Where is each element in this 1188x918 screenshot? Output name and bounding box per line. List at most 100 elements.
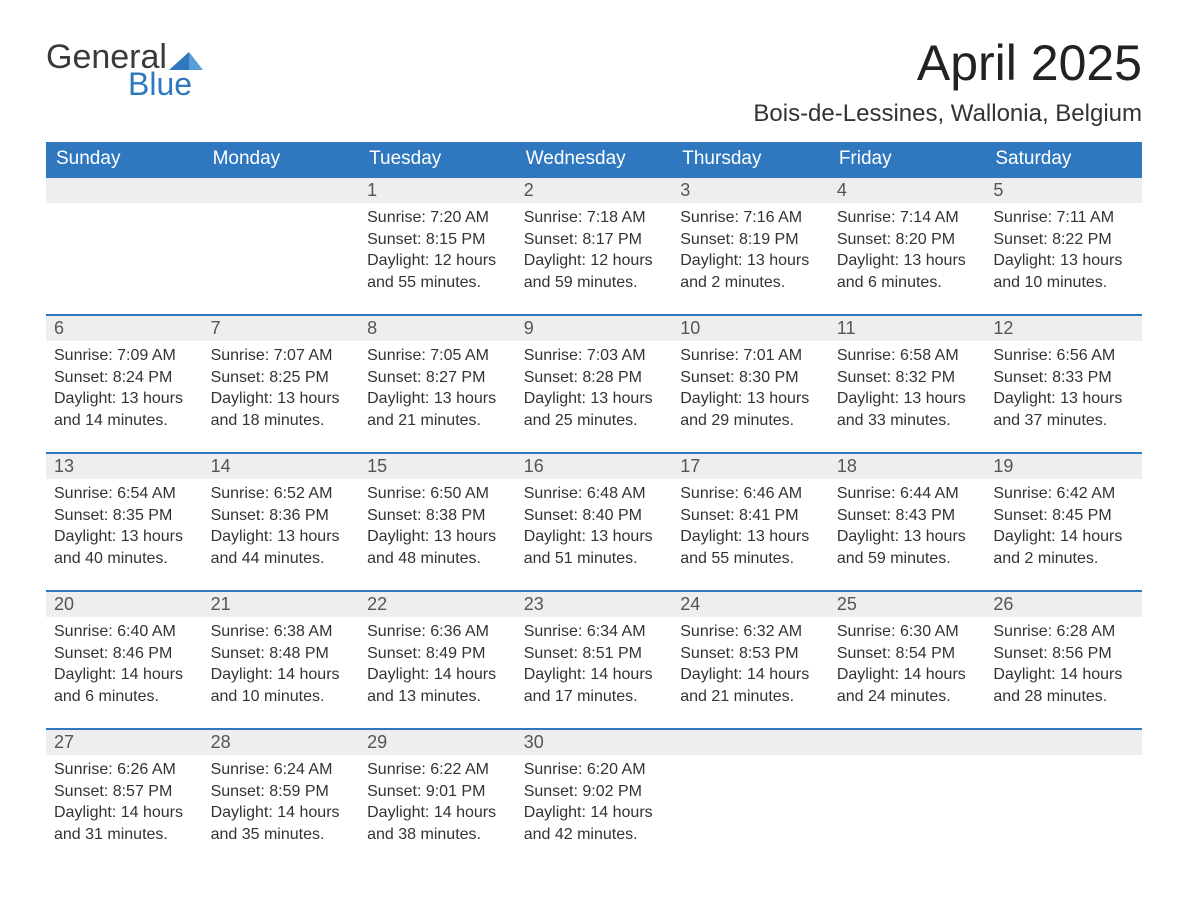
day-content-cell: Sunrise: 6:40 AMSunset: 8:46 PMDaylight:… — [46, 617, 203, 729]
day-number-cell: 7 — [203, 315, 360, 341]
sunrise-text: Sunrise: 6:32 AM — [680, 621, 821, 643]
daylight-text: Daylight: 13 hours and 29 minutes. — [680, 388, 821, 431]
day-content-row: Sunrise: 7:09 AMSunset: 8:24 PMDaylight:… — [46, 341, 1142, 453]
daylight-text: Daylight: 13 hours and 2 minutes. — [680, 250, 821, 293]
day-content-cell: Sunrise: 6:26 AMSunset: 8:57 PMDaylight:… — [46, 755, 203, 867]
day-number-cell: 13 — [46, 453, 203, 479]
day-content-cell: Sunrise: 7:18 AMSunset: 8:17 PMDaylight:… — [516, 203, 673, 315]
sunrise-text: Sunrise: 6:40 AM — [54, 621, 195, 643]
location-label: Bois-de-Lessines, Wallonia, Belgium — [753, 100, 1142, 128]
page-header: General Blue April 2025 Bois-de-Lessines… — [46, 34, 1142, 128]
daylight-text: Daylight: 14 hours and 24 minutes. — [837, 664, 978, 707]
sunset-text: Sunset: 8:46 PM — [54, 643, 195, 665]
day-number: 21 — [211, 594, 231, 614]
day-number: 8 — [367, 318, 377, 338]
sunrise-text: Sunrise: 6:46 AM — [680, 483, 821, 505]
sunset-text: Sunset: 8:28 PM — [524, 367, 665, 389]
day-number: 6 — [54, 318, 64, 338]
day-number-cell: 5 — [985, 177, 1142, 203]
day-number: 15 — [367, 456, 387, 476]
sunrise-text: Sunrise: 7:01 AM — [680, 345, 821, 367]
daylight-text: Daylight: 13 hours and 40 minutes. — [54, 526, 195, 569]
daylight-text: Daylight: 14 hours and 38 minutes. — [367, 802, 508, 845]
day-number-cell: 6 — [46, 315, 203, 341]
daylight-text: Daylight: 13 hours and 18 minutes. — [211, 388, 352, 431]
day-content-cell: Sunrise: 6:34 AMSunset: 8:51 PMDaylight:… — [516, 617, 673, 729]
title-block: April 2025 Bois-de-Lessines, Wallonia, B… — [753, 34, 1142, 128]
day-content-row: Sunrise: 7:20 AMSunset: 8:15 PMDaylight:… — [46, 203, 1142, 315]
day-number-cell: 16 — [516, 453, 673, 479]
day-number: 19 — [993, 456, 1013, 476]
day-content-cell: Sunrise: 6:54 AMSunset: 8:35 PMDaylight:… — [46, 479, 203, 591]
day-content-row: Sunrise: 6:54 AMSunset: 8:35 PMDaylight:… — [46, 479, 1142, 591]
sunset-text: Sunset: 8:57 PM — [54, 781, 195, 803]
sunset-text: Sunset: 8:36 PM — [211, 505, 352, 527]
day-number: 10 — [680, 318, 700, 338]
day-content-cell: Sunrise: 6:44 AMSunset: 8:43 PMDaylight:… — [829, 479, 986, 591]
day-number: 20 — [54, 594, 74, 614]
day-content-cell — [203, 203, 360, 315]
day-number: 7 — [211, 318, 221, 338]
daylight-text: Daylight: 13 hours and 59 minutes. — [837, 526, 978, 569]
day-number: 26 — [993, 594, 1013, 614]
sunrise-text: Sunrise: 6:58 AM — [837, 345, 978, 367]
day-content-cell: Sunrise: 6:48 AMSunset: 8:40 PMDaylight:… — [516, 479, 673, 591]
daylight-text: Daylight: 14 hours and 31 minutes. — [54, 802, 195, 845]
sunrise-text: Sunrise: 7:11 AM — [993, 207, 1134, 229]
day-number: 14 — [211, 456, 231, 476]
daylight-text: Daylight: 13 hours and 10 minutes. — [993, 250, 1134, 293]
day-number: 13 — [54, 456, 74, 476]
sunrise-text: Sunrise: 6:54 AM — [54, 483, 195, 505]
day-number-cell: 9 — [516, 315, 673, 341]
day-number-row: 13 14 15 16 17 18 19 — [46, 453, 1142, 479]
day-number: 23 — [524, 594, 544, 614]
daylight-text: Daylight: 14 hours and 42 minutes. — [524, 802, 665, 845]
sunset-text: Sunset: 8:56 PM — [993, 643, 1134, 665]
sunrise-text: Sunrise: 7:03 AM — [524, 345, 665, 367]
month-title: April 2025 — [753, 34, 1142, 92]
sunrise-text: Sunrise: 6:28 AM — [993, 621, 1134, 643]
sunset-text: Sunset: 9:02 PM — [524, 781, 665, 803]
day-number-cell: 20 — [46, 591, 203, 617]
day-number: 30 — [524, 732, 544, 752]
day-number: 18 — [837, 456, 857, 476]
day-number-cell: 30 — [516, 729, 673, 755]
daylight-text: Daylight: 13 hours and 21 minutes. — [367, 388, 508, 431]
day-number-cell: 8 — [359, 315, 516, 341]
day-number-cell: 3 — [672, 177, 829, 203]
day-content-cell: Sunrise: 6:28 AMSunset: 8:56 PMDaylight:… — [985, 617, 1142, 729]
day-number-cell: 22 — [359, 591, 516, 617]
sunset-text: Sunset: 8:19 PM — [680, 229, 821, 251]
sunset-text: Sunset: 8:30 PM — [680, 367, 821, 389]
sunset-text: Sunset: 8:27 PM — [367, 367, 508, 389]
weekday-header: Tuesday — [359, 142, 516, 177]
day-content-cell: Sunrise: 7:07 AMSunset: 8:25 PMDaylight:… — [203, 341, 360, 453]
sunset-text: Sunset: 8:32 PM — [837, 367, 978, 389]
sunrise-text: Sunrise: 6:56 AM — [993, 345, 1134, 367]
sunrise-text: Sunrise: 7:14 AM — [837, 207, 978, 229]
day-content-cell: Sunrise: 6:32 AMSunset: 8:53 PMDaylight:… — [672, 617, 829, 729]
day-content-cell: Sunrise: 6:36 AMSunset: 8:49 PMDaylight:… — [359, 617, 516, 729]
day-number-cell: 27 — [46, 729, 203, 755]
day-number-cell: 26 — [985, 591, 1142, 617]
sunset-text: Sunset: 8:20 PM — [837, 229, 978, 251]
day-number-cell: 15 — [359, 453, 516, 479]
sunset-text: Sunset: 8:25 PM — [211, 367, 352, 389]
daylight-text: Daylight: 13 hours and 48 minutes. — [367, 526, 508, 569]
day-number: 27 — [54, 732, 74, 752]
sunrise-text: Sunrise: 6:38 AM — [211, 621, 352, 643]
day-content-cell — [985, 755, 1142, 867]
day-content-cell — [829, 755, 986, 867]
weekday-header: Monday — [203, 142, 360, 177]
day-number: 17 — [680, 456, 700, 476]
sunset-text: Sunset: 8:49 PM — [367, 643, 508, 665]
daylight-text: Daylight: 12 hours and 55 minutes. — [367, 250, 508, 293]
sunrise-text: Sunrise: 6:50 AM — [367, 483, 508, 505]
day-content-cell: Sunrise: 6:22 AMSunset: 9:01 PMDaylight:… — [359, 755, 516, 867]
daylight-text: Daylight: 13 hours and 33 minutes. — [837, 388, 978, 431]
daylight-text: Daylight: 13 hours and 14 minutes. — [54, 388, 195, 431]
day-number: 28 — [211, 732, 231, 752]
weekday-header: Friday — [829, 142, 986, 177]
day-content-cell: Sunrise: 6:42 AMSunset: 8:45 PMDaylight:… — [985, 479, 1142, 591]
daylight-text: Daylight: 14 hours and 10 minutes. — [211, 664, 352, 707]
